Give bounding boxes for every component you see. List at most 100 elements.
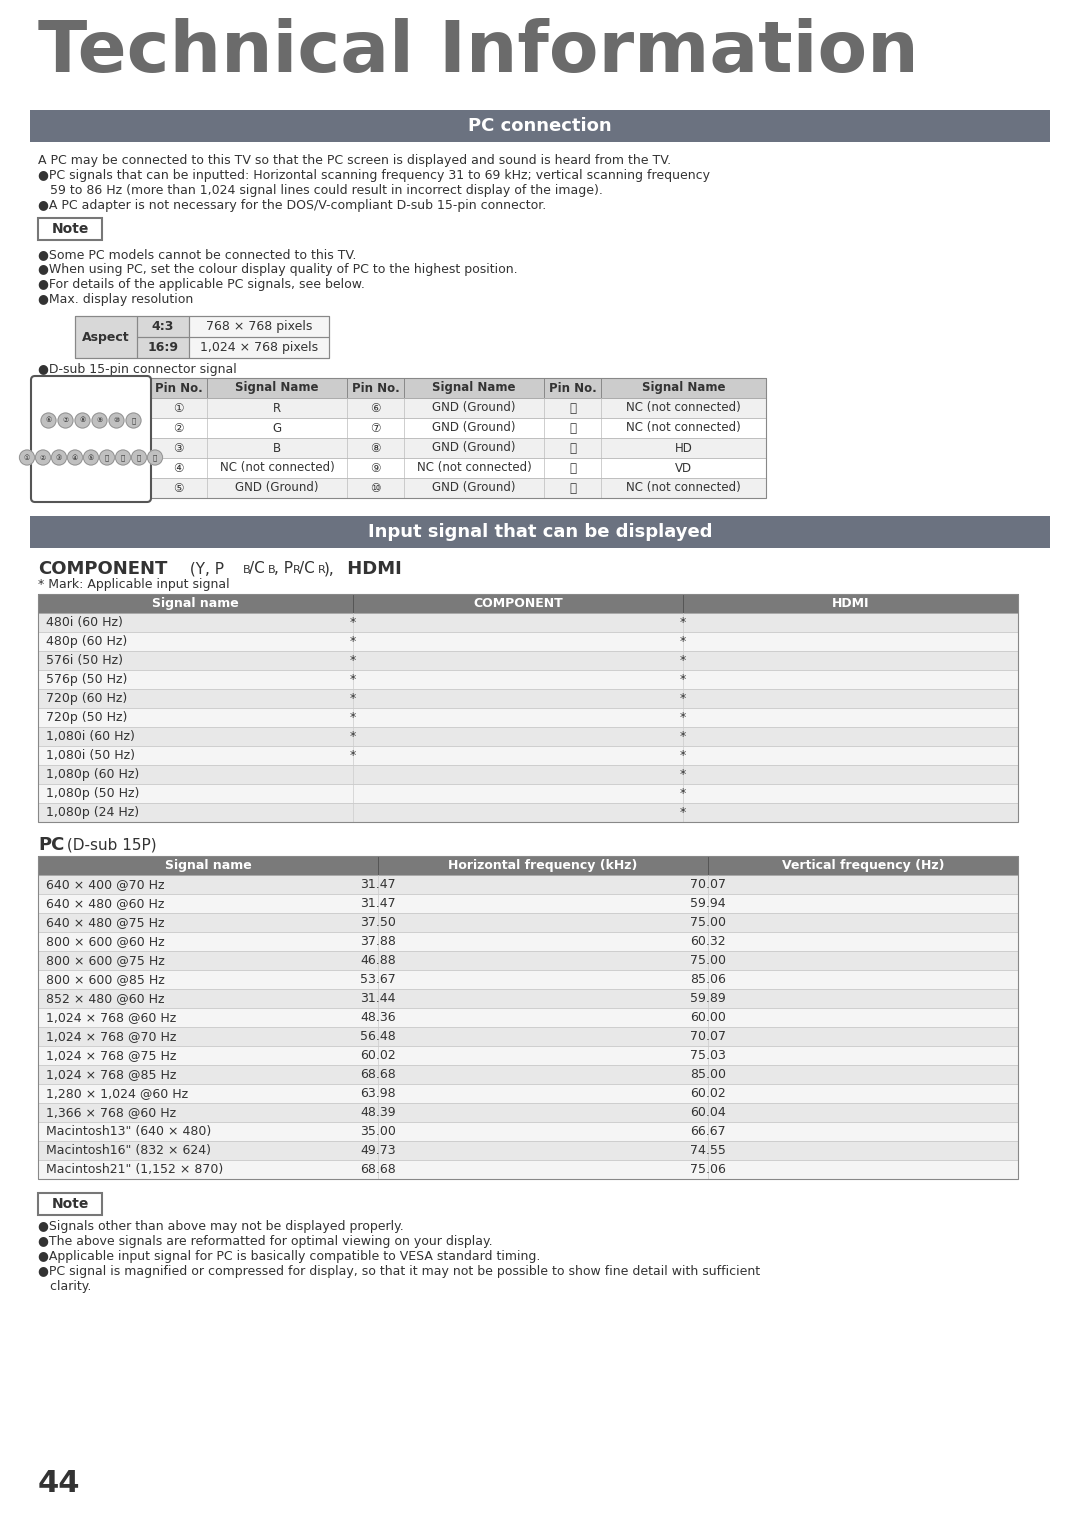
Text: B: B — [268, 565, 275, 575]
Text: 31.44: 31.44 — [361, 992, 395, 1005]
Text: 68.68: 68.68 — [360, 1068, 396, 1080]
Text: 35.00: 35.00 — [360, 1125, 396, 1138]
Text: Signal name: Signal name — [152, 597, 239, 610]
Text: Aspect: Aspect — [82, 330, 130, 344]
Bar — [38, 1141, 1018, 1160]
Bar — [38, 989, 1018, 1008]
Text: clarity.: clarity. — [38, 1280, 92, 1293]
Circle shape — [41, 413, 56, 428]
Text: ①: ① — [24, 454, 30, 460]
Text: (D-sub 15P): (D-sub 15P) — [62, 837, 157, 853]
Circle shape — [132, 451, 147, 465]
Text: HD: HD — [675, 442, 692, 454]
Text: 1,080i (60 Hz): 1,080i (60 Hz) — [46, 730, 135, 743]
Bar — [38, 766, 1018, 784]
Bar — [38, 1008, 1018, 1027]
Text: 68.68: 68.68 — [360, 1163, 396, 1177]
Bar — [38, 989, 1018, 1008]
Bar — [150, 439, 766, 458]
Text: 1,024 × 768 @75 Hz: 1,024 × 768 @75 Hz — [46, 1050, 176, 1062]
Text: *: * — [350, 749, 356, 762]
Bar — [38, 651, 1018, 669]
Text: PC: PC — [38, 836, 65, 854]
Text: ⑧: ⑧ — [79, 417, 85, 423]
Text: ⑩: ⑩ — [370, 481, 381, 495]
Text: Technical Information: Technical Information — [38, 18, 919, 87]
Bar — [38, 1083, 1018, 1103]
Bar — [137, 338, 189, 358]
Bar — [150, 377, 766, 498]
Text: ⑩: ⑩ — [113, 417, 120, 423]
Text: HDMI: HDMI — [341, 559, 402, 578]
Circle shape — [52, 451, 67, 465]
Bar — [38, 1027, 1018, 1047]
Text: GND (Ground): GND (Ground) — [432, 481, 516, 495]
Text: 1,366 × 768 @60 Hz: 1,366 × 768 @60 Hz — [46, 1106, 176, 1118]
Text: ●PC signal is magnified or compressed for display, so that it may not be possibl: ●PC signal is magnified or compressed fo… — [38, 1265, 760, 1277]
Bar — [150, 419, 766, 439]
Bar — [38, 1008, 1018, 1027]
Bar — [38, 1065, 1018, 1083]
Bar — [38, 707, 1018, 727]
Bar — [150, 458, 766, 478]
Text: 60.00: 60.00 — [690, 1012, 726, 1024]
Text: PC connection: PC connection — [469, 118, 611, 134]
Text: *: * — [350, 692, 356, 704]
Text: 49.73: 49.73 — [361, 1144, 395, 1157]
Text: ⒪: ⒪ — [132, 417, 136, 423]
Text: 46.88: 46.88 — [360, 953, 396, 967]
Text: Macintosh21" (1,152 × 870): Macintosh21" (1,152 × 870) — [46, 1163, 224, 1177]
Bar — [38, 1103, 1018, 1122]
Text: 576i (50 Hz): 576i (50 Hz) — [46, 654, 123, 668]
Text: ●Max. display resolution: ●Max. display resolution — [38, 293, 193, 306]
Text: *: * — [680, 654, 686, 668]
Text: 44: 44 — [38, 1468, 81, 1497]
Bar — [38, 1027, 1018, 1047]
Bar — [38, 856, 1018, 876]
Text: ⑧: ⑧ — [370, 442, 381, 454]
Bar — [189, 338, 329, 358]
Text: *: * — [680, 749, 686, 762]
Text: ),: ), — [324, 561, 335, 576]
Text: ⑬: ⑬ — [569, 442, 576, 454]
Text: 70.07: 70.07 — [690, 1030, 726, 1044]
Bar — [38, 613, 1018, 633]
Text: 56.48: 56.48 — [360, 1030, 396, 1044]
Text: B: B — [243, 565, 251, 575]
Bar — [150, 478, 766, 498]
Bar — [38, 1047, 1018, 1065]
Bar — [38, 766, 1018, 784]
Bar — [150, 478, 766, 498]
Text: Macintosh16" (832 × 624): Macintosh16" (832 × 624) — [46, 1144, 211, 1157]
Bar — [38, 856, 1018, 876]
Bar — [38, 689, 1018, 707]
Text: 48.39: 48.39 — [361, 1106, 395, 1118]
Text: ⑦: ⑦ — [63, 417, 69, 423]
Text: *: * — [680, 805, 686, 819]
Text: Signal Name: Signal Name — [235, 382, 319, 394]
Bar — [38, 651, 1018, 669]
Text: ⑤: ⑤ — [173, 481, 184, 495]
Text: 1,024 × 768 @85 Hz: 1,024 × 768 @85 Hz — [46, 1068, 176, 1080]
Text: ⑮: ⑮ — [569, 481, 576, 495]
Bar — [150, 458, 766, 478]
Text: ●The above signals are reformatted for optimal viewing on your display.: ●The above signals are reformatted for o… — [38, 1235, 492, 1248]
Text: 1,080p (50 Hz): 1,080p (50 Hz) — [46, 787, 139, 801]
Bar — [150, 377, 766, 397]
Text: R: R — [293, 565, 300, 575]
Bar — [38, 784, 1018, 804]
Text: ⑫: ⑫ — [105, 454, 109, 461]
Text: ⒪: ⒪ — [569, 402, 576, 414]
Text: VD: VD — [675, 461, 692, 475]
Text: 800 × 600 @75 Hz: 800 × 600 @75 Hz — [46, 953, 165, 967]
Bar — [30, 110, 1050, 142]
Text: 85.06: 85.06 — [690, 973, 726, 986]
Bar — [38, 1193, 102, 1215]
Text: ⑭: ⑭ — [137, 454, 141, 461]
Bar — [38, 804, 1018, 822]
Bar — [38, 669, 1018, 689]
Text: 1,024 × 768 pixels: 1,024 × 768 pixels — [200, 341, 319, 354]
Text: , P: , P — [274, 561, 293, 576]
Text: *: * — [680, 787, 686, 801]
Text: 720p (60 Hz): 720p (60 Hz) — [46, 692, 127, 704]
